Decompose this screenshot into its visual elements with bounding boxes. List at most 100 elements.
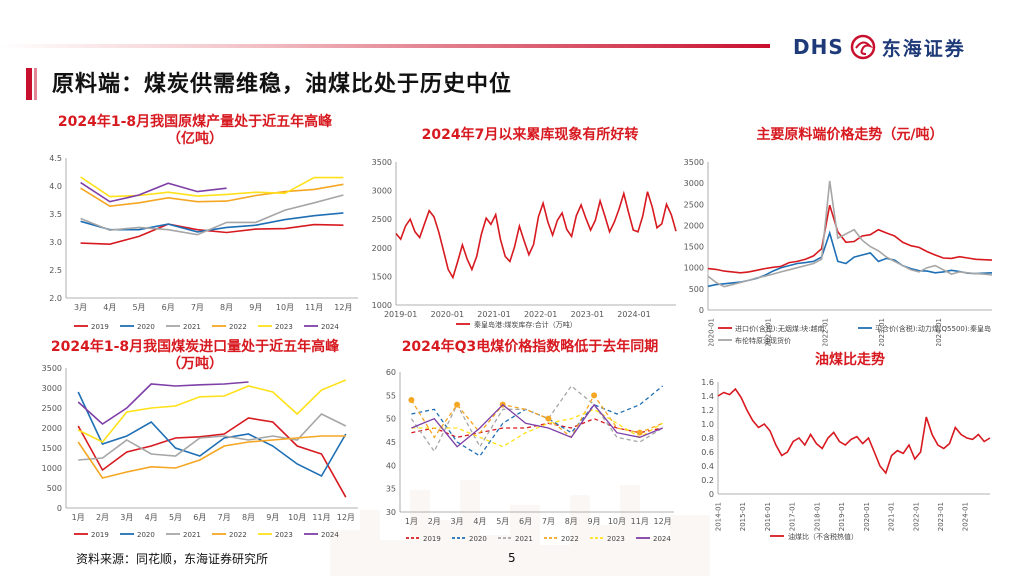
legend-label: 2023 — [607, 535, 625, 543]
legend-label: 2022 — [561, 535, 579, 543]
series-line-2022 — [80, 183, 344, 208]
x-tick-label: 2023-01 — [878, 318, 886, 346]
legend-label: 秦皇岛港:煤炭库存:合计（万吨） — [474, 320, 577, 329]
chart6-title: 油煤比走势 — [815, 352, 885, 368]
x-tick-label: 12月 — [653, 517, 671, 526]
y-tick-label: 2000 — [42, 424, 62, 433]
y-tick-label: 30 — [386, 508, 396, 517]
series-line-2019 — [77, 417, 347, 498]
page-title: 原料端：煤炭供需维稳，油煤比处于历史中位 — [52, 72, 513, 97]
city-skyline-watermark — [330, 480, 710, 576]
header-rule — [0, 44, 770, 48]
series-line-油煤比（不含税热值） — [717, 387, 991, 475]
chart5-title: 2024年Q3电煤价格指数略低于去年同期 — [401, 339, 659, 355]
legend-label: 进口价(含税):无烟煤:块:越南 — [735, 324, 825, 333]
legend-label: 2024 — [321, 531, 339, 539]
x-tick-label: 11月 — [631, 517, 649, 526]
chart-raw-material-prices: 0 500 1000 1500 2000 2500 3000 3500 2020-01 2021-… — [684, 158, 993, 346]
y-tick-label: 0.8 — [701, 434, 714, 443]
legend-label: 油煤比（不含税热值） — [788, 532, 858, 541]
x-tick-label: 2023-01 — [571, 310, 604, 319]
series-line-进口价(含税):无烟煤:块:越南 — [707, 204, 993, 274]
x-tick-label: 6月 — [162, 303, 175, 312]
series-line-2024 — [80, 181, 227, 203]
x-tick-label: 2015-01 — [739, 502, 747, 531]
x-tick-label: 2022-01 — [821, 318, 829, 346]
x-tick-label: 10月 — [608, 517, 626, 526]
y-tick-label: 3000 — [684, 179, 704, 188]
x-tick-label: 5月 — [169, 513, 182, 522]
x-tick-label: 2023-01 — [937, 502, 945, 531]
legend-label: 2019 — [91, 531, 109, 539]
x-tick-label: 11月 — [312, 513, 330, 522]
y-tick-label: 4.5 — [49, 154, 62, 163]
series-marker-2022 — [408, 397, 415, 403]
chart3-title: 主要原料端价格走势（元/吨） — [756, 127, 944, 143]
x-tick-label: 1月 — [405, 517, 418, 526]
y-tick-label: 35 — [386, 485, 396, 494]
x-tick-label: 6月 — [193, 513, 206, 522]
x-tick-label: 4月 — [473, 517, 486, 526]
legend-label: 2021 — [515, 535, 533, 543]
legend-label: 2022 — [229, 531, 247, 539]
x-tick-label: 7月 — [218, 513, 231, 522]
x-tick-label: 2016-01 — [764, 502, 772, 531]
y-tick-label: 1500 — [372, 272, 392, 281]
x-tick-label: 2月 — [96, 513, 109, 522]
y-tick-label: 3500 — [372, 158, 392, 167]
x-tick-label: 2022-01 — [912, 502, 920, 531]
y-tick-label: 1.0 — [701, 420, 714, 429]
series-line-2024 — [77, 381, 249, 426]
y-tick-label: 3.0 — [49, 238, 62, 247]
x-tick-label: 2020-01 — [863, 502, 871, 531]
series-line-布伦特原油现货价 — [707, 180, 993, 288]
y-tick-label: 1000 — [684, 264, 704, 273]
title-accent-bar-thin — [34, 68, 37, 100]
x-tick-label: 5月 — [496, 517, 509, 526]
logo-chinese: 东海证券 — [881, 37, 966, 60]
y-tick-label: 55 — [386, 391, 396, 400]
y-tick-label: 2000 — [684, 221, 704, 230]
y-tick-label: 3000 — [372, 187, 392, 196]
legend-label: 2023 — [275, 531, 293, 539]
series-line-2021 — [80, 194, 344, 236]
logo-latin: DHS — [793, 35, 844, 59]
y-tick-label: 50 — [386, 415, 396, 424]
x-tick-label: 8月 — [220, 303, 233, 312]
x-tick-label: 9月 — [266, 513, 279, 522]
y-tick-label: 0.6 — [701, 448, 714, 457]
x-tick-label: 3月 — [74, 303, 87, 312]
legend-label: 2021 — [183, 323, 201, 331]
y-tick-label: 2500 — [684, 200, 704, 209]
y-tick-label: 1.2 — [701, 406, 714, 415]
y-tick-label: 3000 — [42, 384, 62, 393]
x-tick-label: 8月 — [565, 517, 578, 526]
legend-label: 布伦特原油现货价 — [735, 336, 791, 345]
y-tick-label: 2000 — [372, 244, 392, 253]
y-tick-label: 40 — [386, 461, 396, 470]
x-tick-label: 2024-01 — [962, 502, 970, 531]
x-tick-label: 12月 — [334, 303, 352, 312]
x-tick-label: 10月 — [276, 303, 294, 312]
chart-coal-imports: 0 500 1000 1500 2000 2500 3000 3500 1月 2月 3月 4月 5月 6月… — [42, 364, 358, 539]
y-tick-label: 1.6 — [701, 378, 714, 387]
x-tick-label: 9月 — [249, 303, 262, 312]
x-tick-label: 2019-01 — [384, 310, 417, 319]
y-tick-label: 45 — [386, 438, 396, 447]
data-source-note: 资料来源：同花顺，东海证券研究所 — [76, 552, 269, 566]
x-tick-label: 2022-01 — [524, 310, 557, 319]
series-line-秦皇岛港:煤炭库存:合计（万吨） — [395, 190, 677, 280]
y-tick-label: 3.5 — [49, 210, 62, 219]
y-tick-label: 1500 — [42, 444, 62, 453]
series-line-2022 — [410, 394, 663, 439]
series-marker-2022 — [636, 429, 643, 436]
dragon-logo-icon — [850, 34, 875, 60]
y-tick-label: 3500 — [684, 158, 704, 167]
chart-oil-coal-ratio: 0 0.2 0.4 0.6 0.8 1.0 1.2 1.4 1.6 2014-01 2015-01 2… — [701, 378, 991, 541]
series-marker-2022 — [545, 415, 552, 422]
y-tick-label: 0 — [709, 490, 714, 499]
legend-label: 2020 — [469, 535, 487, 543]
series-line-2021 — [78, 413, 347, 461]
x-tick-label: 4月 — [103, 303, 116, 312]
x-tick-label: 2021-01 — [477, 310, 510, 319]
